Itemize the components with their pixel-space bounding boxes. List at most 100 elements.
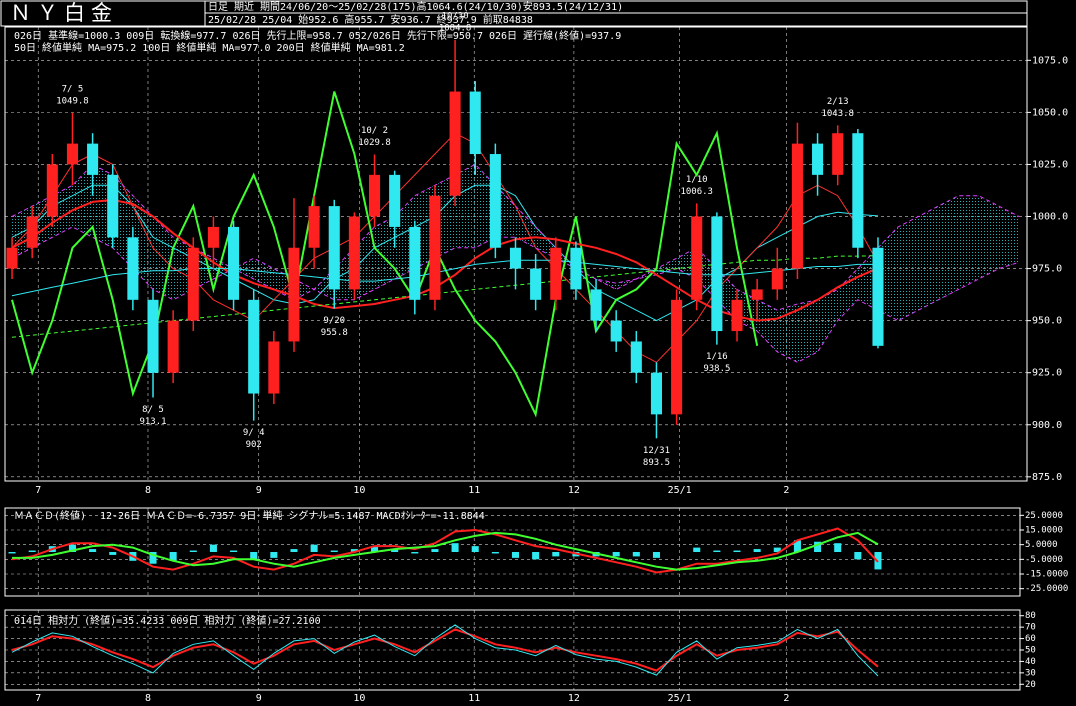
oscillator-bar bbox=[733, 550, 741, 552]
legend-entry: 026日 先行上限=958.7 bbox=[232, 29, 342, 42]
candle-body bbox=[530, 268, 542, 300]
annotation-value: 913.1 bbox=[139, 417, 166, 427]
legend-entry: MACDｵｼﾚｰﾀｰ=-11.8844 bbox=[377, 510, 485, 522]
annotation-date: 8/ 5 bbox=[142, 405, 164, 415]
oscillator-bar bbox=[68, 544, 76, 552]
oscillator-bar bbox=[28, 550, 36, 552]
candle-body bbox=[590, 289, 602, 321]
legend-entry: 100日 終値単純 MA=977.0 bbox=[142, 41, 270, 54]
y-tick-label: 40 bbox=[1025, 657, 1036, 667]
candle-body bbox=[791, 143, 803, 269]
legend-entry: 12-26日 ＭＡＣＤ=-6.7357 bbox=[100, 511, 234, 522]
oscillator-bar bbox=[693, 547, 701, 552]
macd-line bbox=[12, 531, 879, 571]
x-tick-label: 2 bbox=[783, 693, 789, 704]
header-row bbox=[204, 12, 1028, 27]
candle-body bbox=[66, 143, 78, 165]
x-tick-label: 7 bbox=[35, 693, 41, 704]
x-tick-label: 10 bbox=[353, 693, 365, 704]
y-tick-label: 20 bbox=[1025, 680, 1036, 690]
oscillator-bar bbox=[834, 543, 842, 552]
oscillator-bar bbox=[652, 552, 660, 558]
candle-body bbox=[449, 91, 461, 196]
candle-body bbox=[389, 174, 401, 227]
legend-entry: 052/026日 先行下限=950.7 bbox=[349, 29, 483, 42]
x-tick-label: 11 bbox=[468, 485, 480, 496]
oscillator-bar bbox=[411, 552, 419, 554]
oscillator-bar bbox=[250, 552, 258, 560]
macd-line bbox=[11, 527, 879, 574]
oscillator-bar bbox=[854, 552, 862, 560]
x-tick-label: 2 bbox=[783, 485, 789, 496]
oscillator-bar bbox=[532, 552, 540, 560]
annotation-date: 10/30 bbox=[442, 11, 469, 21]
candle-body bbox=[509, 247, 522, 269]
annotation-date: 1/10 bbox=[686, 175, 708, 185]
y-tick-label: 875.0 bbox=[1032, 472, 1062, 483]
annotation-date: 12/31 bbox=[643, 446, 670, 456]
candle-body bbox=[308, 206, 320, 248]
x-tick-label: 12 bbox=[568, 485, 580, 496]
candle-body bbox=[87, 143, 99, 175]
oscillator-bar bbox=[290, 549, 298, 552]
x-tick-label: 9 bbox=[256, 485, 262, 496]
candle-body bbox=[832, 133, 844, 175]
y-tick-label: 975.0 bbox=[1032, 264, 1062, 275]
candle-body bbox=[751, 289, 763, 300]
legend-entry: 50日 終値単純 MA=975.2 bbox=[14, 41, 136, 54]
candle-body bbox=[469, 91, 481, 155]
candle-body bbox=[671, 299, 683, 415]
candle-body bbox=[348, 216, 360, 290]
candle-body bbox=[167, 320, 179, 373]
oscillator-bar bbox=[230, 550, 238, 552]
candle-body bbox=[570, 247, 582, 290]
x-tick-label: 12 bbox=[568, 693, 580, 704]
y-tick-label: 80 bbox=[1025, 611, 1036, 621]
rsi-line bbox=[11, 624, 879, 677]
y-tick-label: 5.0000 bbox=[1025, 540, 1058, 550]
legend-entry: 009日 転換線=977.7 bbox=[126, 29, 226, 42]
y-tick-label: -25.0000 bbox=[1025, 584, 1068, 594]
candle-body bbox=[550, 247, 562, 300]
candle-body bbox=[127, 237, 139, 300]
oscillator-bar bbox=[209, 544, 217, 552]
oscillator-bar bbox=[632, 552, 640, 557]
candle-body bbox=[771, 268, 783, 290]
candle-body bbox=[650, 372, 662, 415]
macd-frame bbox=[4, 507, 1021, 597]
candle-body bbox=[147, 299, 159, 373]
oscillator-bar bbox=[793, 540, 801, 552]
oscillator-bar bbox=[753, 549, 761, 552]
indicator-line bbox=[11, 259, 878, 297]
candle-body bbox=[711, 216, 723, 332]
oscillator-bar bbox=[814, 541, 822, 552]
annotation-value: 955.8 bbox=[321, 328, 348, 338]
title: ＮＹ白金 bbox=[10, 1, 118, 25]
cloud-edge bbox=[11, 163, 1020, 311]
y-tick-label: 15.0000 bbox=[1025, 526, 1063, 536]
oscillator-bar bbox=[330, 550, 338, 552]
annotation-date: 1/16 bbox=[706, 352, 728, 362]
oscillator-bar bbox=[8, 552, 16, 554]
legend-entry: 014日 相対力 (終値)=35.4233 bbox=[14, 614, 164, 627]
oscillator-bar bbox=[371, 546, 379, 552]
oscillator-bar bbox=[612, 552, 620, 557]
oscillator-bar bbox=[552, 552, 560, 557]
annotation-value: 1006.3 bbox=[680, 187, 713, 197]
y-tick-label: 950.0 bbox=[1032, 316, 1062, 327]
candle-body bbox=[691, 216, 703, 300]
x-tick-label: 9 bbox=[256, 693, 262, 704]
candle-body bbox=[852, 133, 864, 248]
indicator-line bbox=[11, 255, 879, 338]
annotation-value: 1084.8 bbox=[439, 23, 472, 33]
candle-body bbox=[6, 247, 18, 269]
annotation-date: 9/ 4 bbox=[243, 428, 265, 438]
candle-body bbox=[207, 226, 219, 248]
candle-body bbox=[187, 247, 199, 321]
y-tick-label: 30 bbox=[1025, 668, 1036, 678]
cloud-fill bbox=[12, 164, 1019, 363]
annotation-value: 902 bbox=[246, 440, 262, 450]
pane-title: ＭＡＣＤ(終値) bbox=[14, 509, 86, 522]
